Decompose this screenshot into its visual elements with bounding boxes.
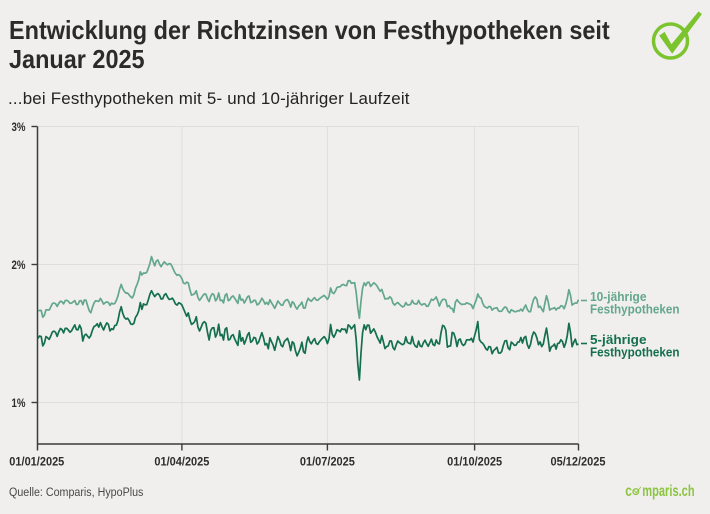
svg-text:c: c [625,483,632,500]
svg-text:01/04/2025: 01/04/2025 [154,455,209,469]
svg-text:1%: 1% [12,396,26,410]
svg-text:Festhypotheken: Festhypotheken [590,302,680,317]
svg-text:5-jährige: 5-jährige [590,332,647,347]
svg-text:2%: 2% [12,258,26,272]
svg-text:mparis.ch: mparis.ch [642,483,694,500]
svg-text:05/12/2025: 05/12/2025 [551,455,606,469]
svg-text:10-jährige: 10-jährige [590,289,647,304]
svg-text:3%: 3% [12,120,26,134]
svg-text:Festhypotheken: Festhypotheken [590,345,680,360]
svg-text:01/07/2025: 01/07/2025 [300,455,355,469]
svg-text:01/10/2025: 01/10/2025 [447,455,502,469]
svg-text:01/01/2025: 01/01/2025 [9,455,64,469]
